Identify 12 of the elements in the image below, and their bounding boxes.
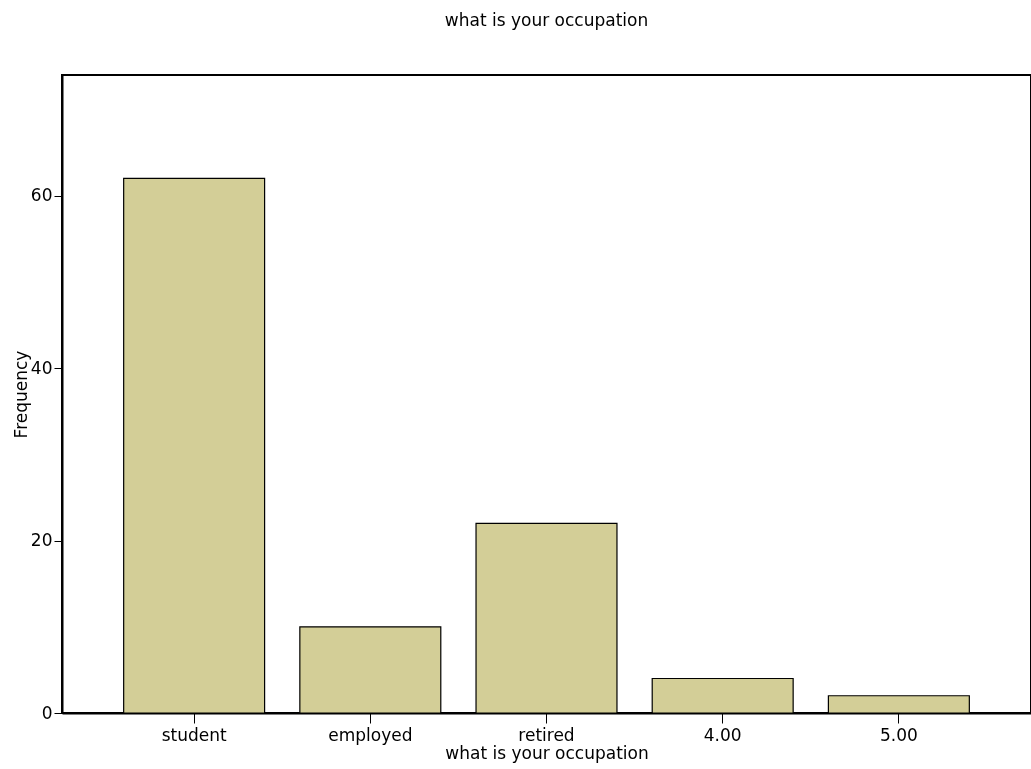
x-tick-label: 5.00: [879, 724, 918, 745]
y-tick-label: 40: [30, 357, 53, 378]
y-tick-label: 0: [41, 702, 53, 723]
x-axis-title: what is your occupation: [445, 742, 649, 763]
x-tick-label: retired: [518, 724, 575, 745]
x-tick-label: 4.00: [703, 724, 742, 745]
y-tick-label: 60: [30, 185, 53, 206]
y-axis-title: Frequency: [10, 350, 31, 439]
x-tick-label: employed: [328, 724, 413, 745]
x-tick-label: student: [161, 724, 227, 745]
y-tick-label: 20: [30, 530, 53, 551]
chart-title: what is your occupation: [444, 10, 649, 30]
